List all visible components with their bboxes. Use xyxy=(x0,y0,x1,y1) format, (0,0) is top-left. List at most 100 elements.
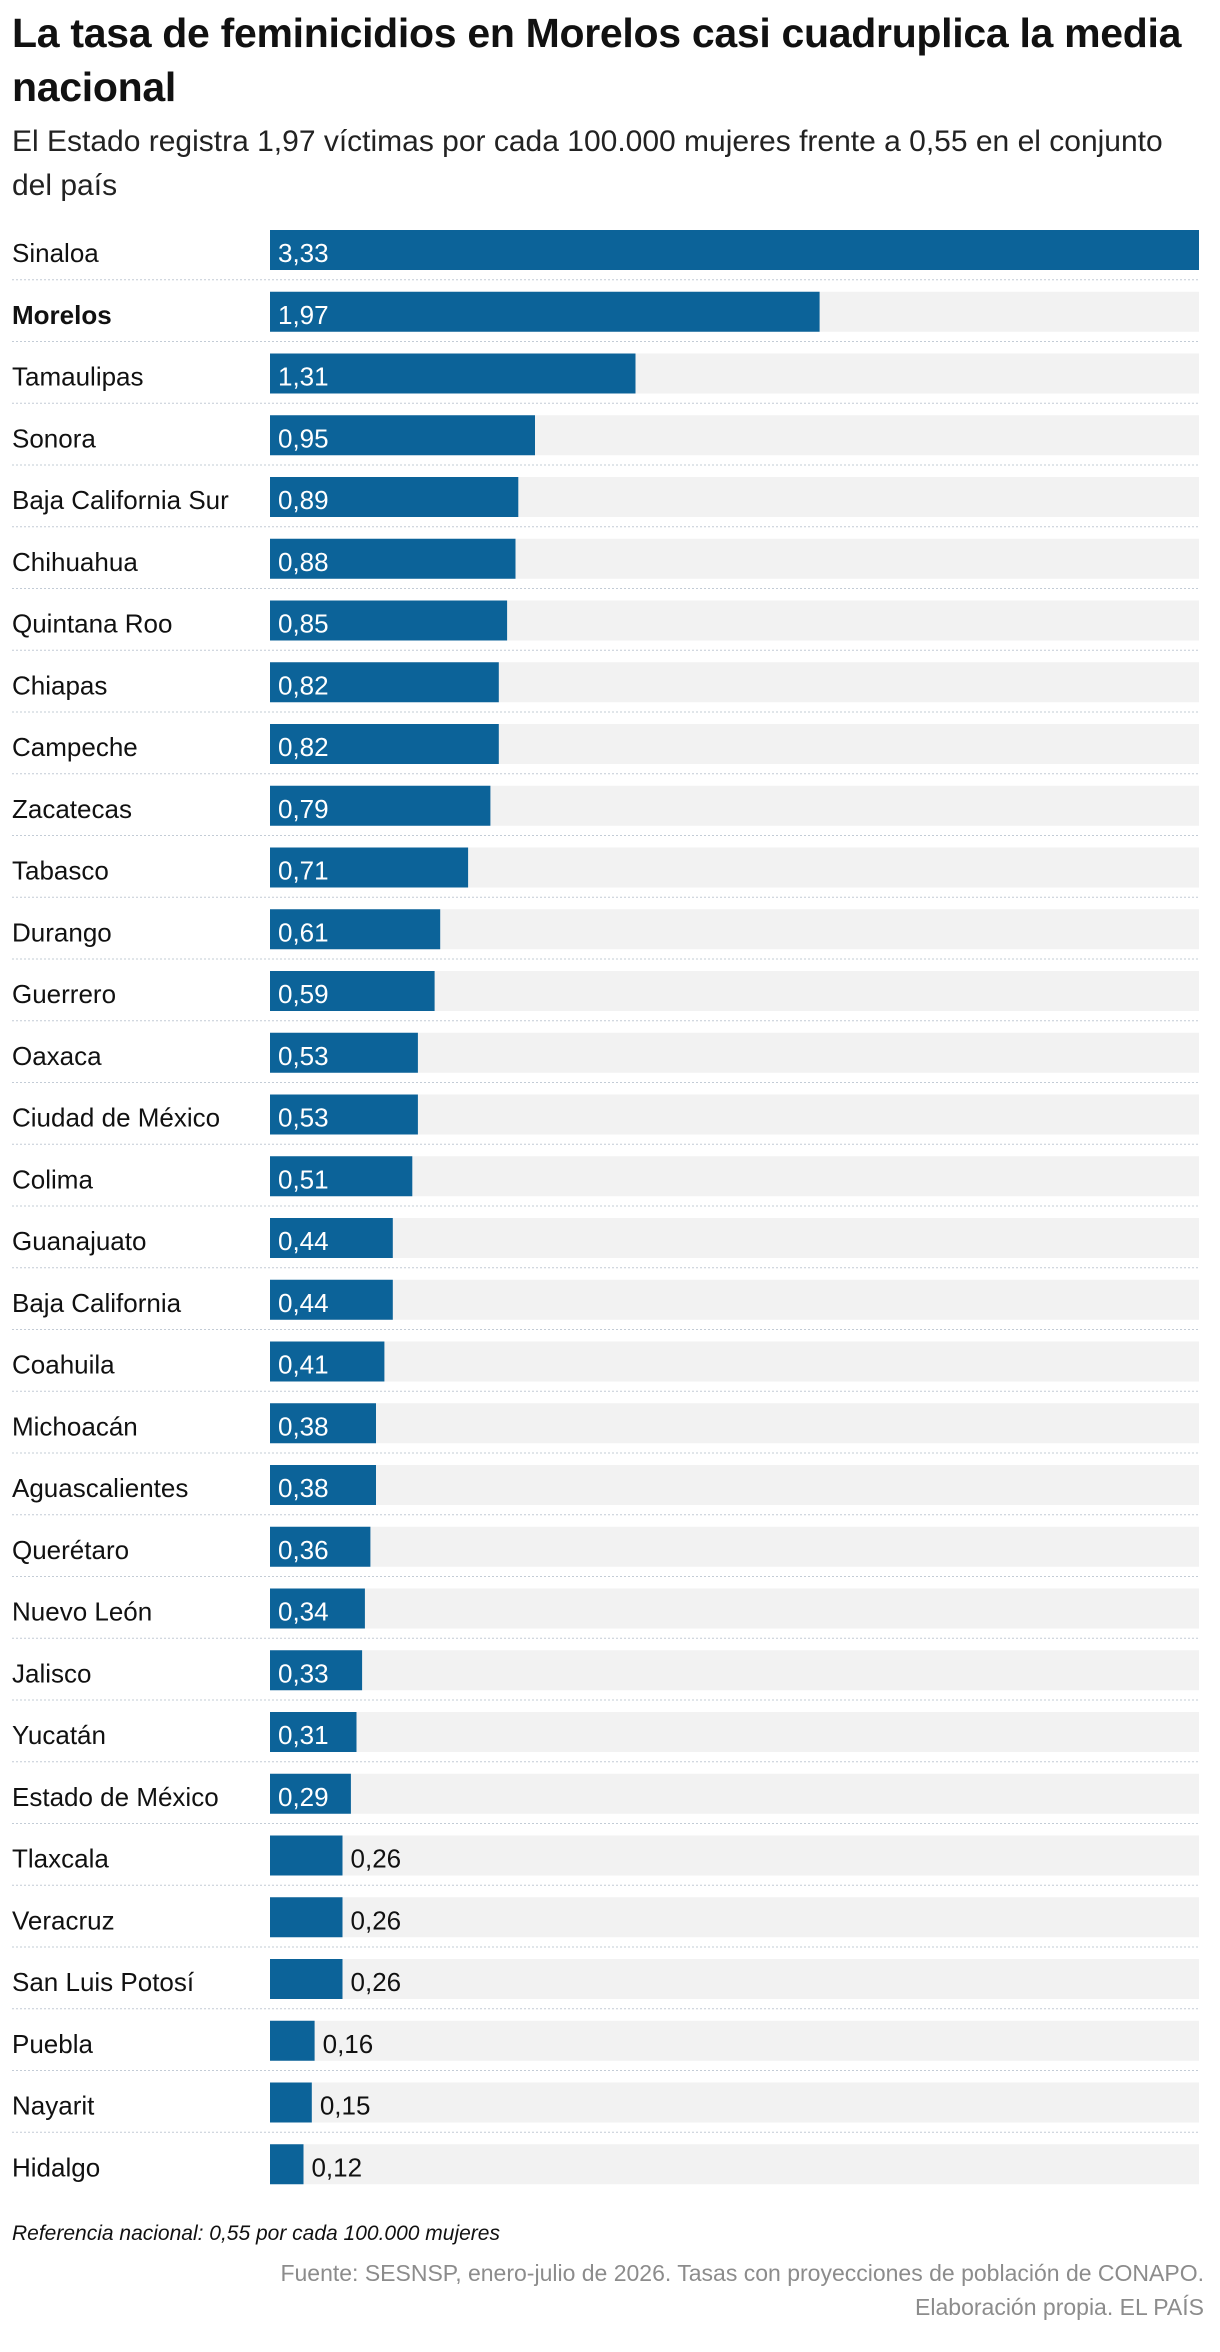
value-label: 0,82 xyxy=(278,670,329,700)
value-label: 0,51 xyxy=(278,1164,329,1194)
bar-track xyxy=(270,1156,1199,1197)
category-label: Aguascalientes xyxy=(12,1473,188,1503)
category-label: Michoacán xyxy=(12,1411,138,1441)
bar xyxy=(270,291,820,332)
bar xyxy=(270,1897,343,1938)
category-label: Baja California xyxy=(12,1288,182,1318)
value-label: 0,36 xyxy=(278,1535,329,1565)
value-label: 0,88 xyxy=(278,547,329,577)
bar xyxy=(270,724,499,764)
value-label: 0,95 xyxy=(278,423,329,453)
category-label: Hidalgo xyxy=(12,2152,100,2182)
source-line-1: Fuente: SESNSP, enero-julio de 2026. Tas… xyxy=(280,2260,1204,2286)
category-label: Sinaloa xyxy=(12,238,99,268)
bar-track xyxy=(270,1959,1199,1999)
bar xyxy=(270,1094,418,1135)
bar-track xyxy=(270,1650,1199,1691)
bar xyxy=(270,1650,363,1691)
bar-track xyxy=(270,1773,1199,1814)
bar xyxy=(270,971,435,1011)
value-label: 0,26 xyxy=(351,1905,402,1935)
category-label: Campeche xyxy=(12,732,138,762)
bar xyxy=(270,662,499,703)
category-label: Zacatecas xyxy=(12,794,132,824)
bar-track xyxy=(270,1465,1199,1505)
bar xyxy=(270,353,636,394)
category-label: Guerrero xyxy=(12,979,116,1009)
value-label: 0,41 xyxy=(278,1350,329,1380)
source-credit: Fuente: SESNSP, enero-julio de 2026. Tas… xyxy=(104,2256,1204,2324)
category-label: Oaxaca xyxy=(12,1041,102,1071)
bar-track xyxy=(270,2020,1199,2061)
national-reference-note: Referencia nacional: 0,55 por cada 100.0… xyxy=(12,2222,500,2245)
category-label: Nayarit xyxy=(12,2091,95,2121)
bar-track xyxy=(270,1712,1199,1752)
value-label: 0,89 xyxy=(278,485,329,515)
bar-track xyxy=(270,1588,1199,1629)
category-label: Ciudad de México xyxy=(12,1103,220,1133)
value-label: 0,71 xyxy=(278,856,329,886)
bar xyxy=(270,1588,365,1629)
bar xyxy=(270,415,535,456)
source-line-2: Elaboración propia. EL PAÍS xyxy=(915,2294,1204,2320)
bar xyxy=(270,477,519,517)
bar xyxy=(270,230,1199,270)
bar xyxy=(270,2144,304,2185)
bar xyxy=(270,847,469,888)
bar-track xyxy=(270,1526,1199,1567)
bar xyxy=(270,909,441,950)
bar xyxy=(270,2020,315,2061)
category-label: Durango xyxy=(12,917,112,947)
value-label: 0,44 xyxy=(278,1226,329,1256)
chart-subtitle: El Estado registra 1,97 víctimas por cad… xyxy=(12,125,1163,202)
bar xyxy=(270,1156,413,1197)
value-label: 0,34 xyxy=(278,1597,329,1627)
bar xyxy=(270,1032,418,1073)
bar xyxy=(270,1403,376,1444)
category-label: Jalisco xyxy=(12,1658,91,1688)
value-label: 0,79 xyxy=(278,794,329,824)
bar xyxy=(270,785,491,826)
category-label: Tlaxcala xyxy=(12,1844,109,1874)
category-label: Sonora xyxy=(12,423,96,453)
value-label: 0,85 xyxy=(278,609,329,639)
value-label: 0,59 xyxy=(278,979,329,1009)
value-label: 3,33 xyxy=(278,238,329,268)
value-label: 0,53 xyxy=(278,1103,329,1133)
category-label: San Luis Potosí xyxy=(12,1967,195,1997)
category-label: Quintana Roo xyxy=(12,609,172,639)
bar xyxy=(270,1465,376,1505)
bar xyxy=(270,1773,351,1814)
bar xyxy=(270,1835,343,1876)
category-label: Baja California Sur xyxy=(12,485,229,515)
bar-track xyxy=(270,1279,1199,1320)
category-label: Estado de México xyxy=(12,1782,219,1812)
category-label: Colima xyxy=(12,1164,93,1194)
value-label: 0,15 xyxy=(320,2091,371,2121)
bar-track xyxy=(270,1218,1199,1258)
category-label: Veracruz xyxy=(12,1905,115,1935)
value-label: 1,97 xyxy=(278,300,329,330)
value-label: 0,12 xyxy=(311,2152,362,2182)
bar-track xyxy=(270,1835,1199,1876)
value-label: 0,44 xyxy=(278,1288,329,1318)
value-label: 0,61 xyxy=(278,917,329,947)
bar xyxy=(270,600,508,641)
bar-track xyxy=(270,1403,1199,1444)
value-label: 0,16 xyxy=(323,2029,374,2059)
value-label: 0,26 xyxy=(351,1844,402,1874)
bar-track xyxy=(270,2144,1199,2185)
category-label: Guanajuato xyxy=(12,1226,146,1256)
bar-chart: Sinaloa 3,33 Morelos 1,97 Tamaulipas 1,31 Sono… xyxy=(12,230,1199,2185)
category-label: Tabasco xyxy=(12,856,109,886)
bar-track xyxy=(270,1094,1199,1135)
bar xyxy=(270,1526,371,1567)
bar-track xyxy=(270,1341,1199,1382)
value-label: 0,38 xyxy=(278,1473,329,1503)
bar-track xyxy=(270,1032,1199,1073)
category-label: Nuevo León xyxy=(12,1597,152,1627)
category-label: Yucatán xyxy=(12,1720,106,1750)
bar xyxy=(270,538,516,579)
value-label: 0,53 xyxy=(278,1041,329,1071)
bar xyxy=(270,1712,357,1752)
